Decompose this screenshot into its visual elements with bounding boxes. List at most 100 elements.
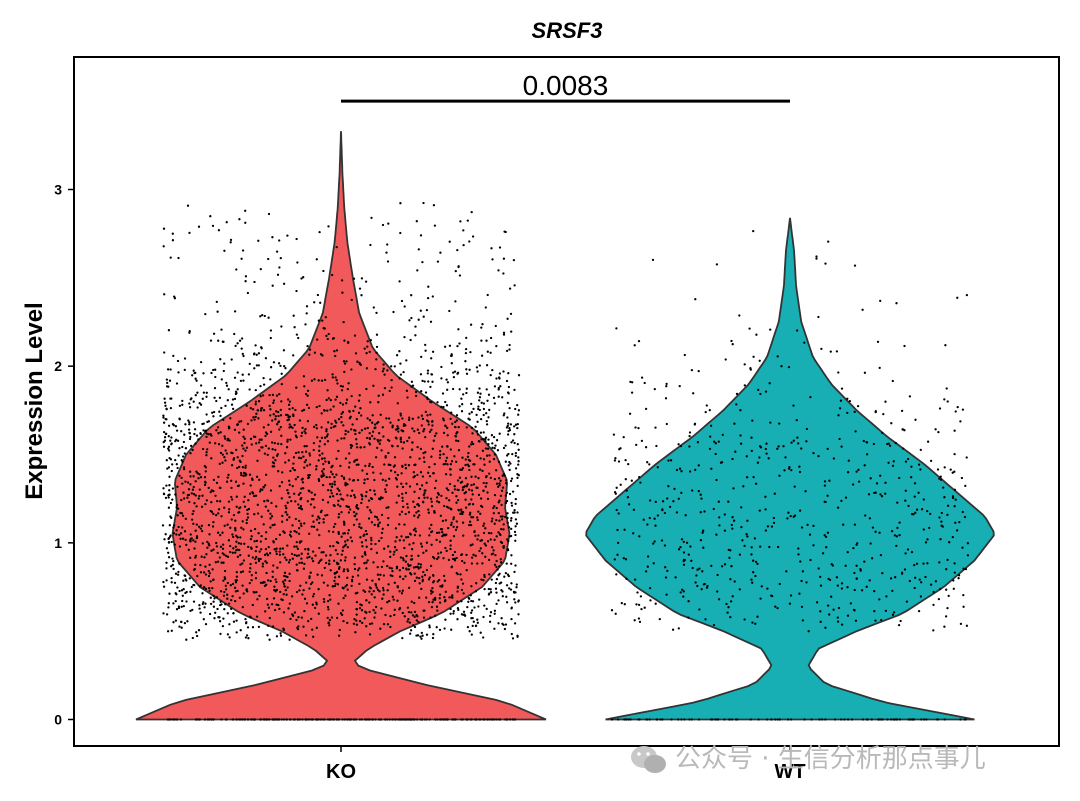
data-point <box>853 571 856 575</box>
data-point <box>932 629 935 632</box>
data-point <box>355 442 358 446</box>
data-point <box>191 488 195 491</box>
data-point <box>323 436 327 439</box>
data-point <box>386 243 389 246</box>
data-point <box>277 603 280 607</box>
data-point <box>396 599 399 602</box>
data-point <box>216 560 220 563</box>
data-point <box>234 480 238 483</box>
data-point <box>242 528 245 531</box>
data-point <box>840 623 844 626</box>
data-point <box>407 568 411 571</box>
data-point <box>489 476 492 480</box>
data-point <box>644 570 648 573</box>
data-point <box>436 609 439 612</box>
data-point <box>416 718 419 721</box>
data-point <box>303 609 306 613</box>
data-point <box>957 574 961 577</box>
data-point <box>478 598 481 601</box>
data-point <box>170 540 173 544</box>
data-point <box>946 513 949 517</box>
data-point <box>790 441 793 444</box>
data-point <box>846 411 849 415</box>
data-point <box>682 551 686 554</box>
data-point <box>455 526 459 529</box>
data-point <box>328 483 332 486</box>
data-point <box>637 339 641 343</box>
data-point <box>203 483 207 487</box>
data-point <box>373 489 376 492</box>
data-point <box>646 461 649 464</box>
data-point <box>656 718 659 721</box>
data-point <box>463 561 466 564</box>
data-point <box>770 718 773 721</box>
data-point <box>402 370 405 374</box>
data-point <box>715 718 719 721</box>
data-point <box>217 512 220 515</box>
data-point <box>204 312 207 316</box>
data-point <box>322 472 325 475</box>
data-point <box>357 463 360 466</box>
data-point <box>741 539 744 542</box>
data-point <box>226 633 230 636</box>
data-point <box>167 602 170 605</box>
data-point <box>384 490 387 494</box>
data-point <box>493 385 497 388</box>
data-point <box>183 530 187 533</box>
data-point <box>417 567 420 570</box>
data-point <box>443 345 447 348</box>
data-point <box>823 480 827 483</box>
data-point <box>393 365 396 368</box>
data-point <box>299 491 302 495</box>
data-point <box>726 611 729 614</box>
data-point <box>321 498 325 502</box>
data-point <box>162 612 165 615</box>
data-point <box>649 599 652 602</box>
data-point <box>856 542 859 545</box>
data-point <box>441 519 445 523</box>
data-point <box>352 510 356 514</box>
data-point <box>381 527 384 530</box>
data-point <box>363 347 366 350</box>
data-point <box>209 433 212 436</box>
data-point <box>668 505 672 509</box>
data-point <box>235 540 238 543</box>
data-point <box>461 512 464 516</box>
data-point <box>309 571 312 574</box>
data-point <box>179 537 182 540</box>
data-point <box>900 409 904 413</box>
data-point <box>178 418 181 421</box>
data-point <box>429 497 433 500</box>
data-point <box>343 532 346 535</box>
data-point <box>382 622 386 626</box>
data-point <box>940 520 943 523</box>
x-tick-label: WT <box>774 761 805 783</box>
data-point <box>454 420 457 424</box>
data-point <box>295 289 298 293</box>
data-point <box>468 523 471 527</box>
data-point <box>477 407 480 411</box>
data-point <box>383 463 386 466</box>
data-point <box>962 567 965 570</box>
data-point <box>195 634 199 638</box>
data-point <box>238 596 241 599</box>
data-point <box>640 376 644 379</box>
data-point <box>247 637 250 640</box>
data-point <box>283 556 287 559</box>
data-point <box>341 586 344 589</box>
data-point <box>461 488 464 492</box>
data-point <box>786 517 789 520</box>
data-point <box>712 623 716 627</box>
data-point <box>254 557 257 561</box>
data-point <box>635 603 638 606</box>
data-point <box>329 408 332 411</box>
data-point <box>328 545 332 548</box>
data-point <box>627 462 630 466</box>
data-point <box>465 426 468 429</box>
data-point <box>188 437 192 441</box>
data-point <box>489 588 492 591</box>
data-point <box>422 570 425 574</box>
data-point <box>313 506 316 509</box>
data-point <box>917 491 920 494</box>
data-point <box>445 378 448 381</box>
